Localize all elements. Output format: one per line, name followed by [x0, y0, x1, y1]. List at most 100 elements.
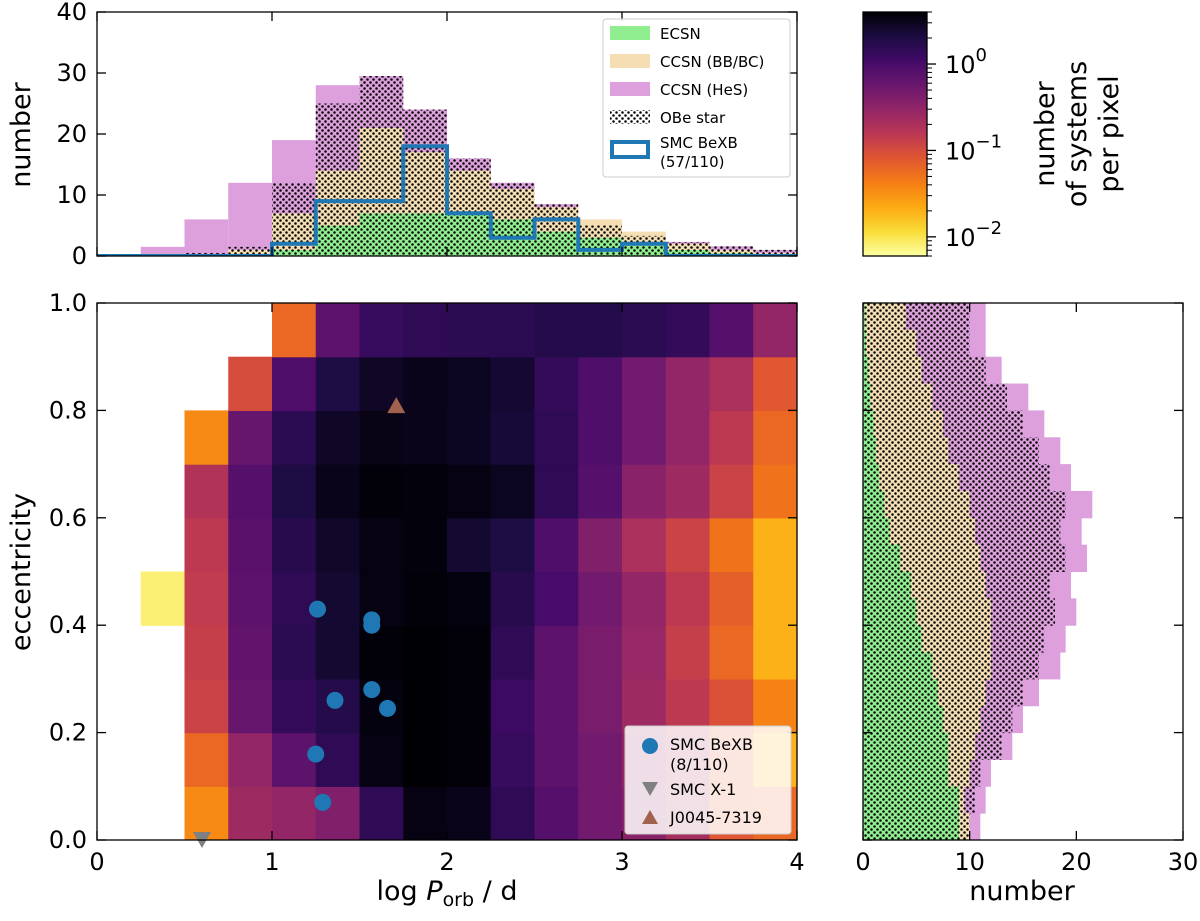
heat-cell-r3-c10: [534, 625, 579, 680]
heat-cell-r9-c16: [797, 303, 841, 357]
heat-cell-r3-c7: [403, 625, 448, 680]
heat-cell-r0-c16: [797, 786, 841, 840]
heat-cell-r8-c14: [709, 356, 754, 411]
heat-cell-r5-c9: [490, 517, 536, 573]
heat-cell-r7-c15: [753, 410, 797, 465]
right-bar-obe-2: [863, 759, 981, 787]
heat-cell-r6-c10: [534, 464, 579, 519]
heat-cell-r0-c11: [578, 786, 623, 840]
heat-cell-r6-c3: [228, 464, 273, 519]
heat-cell-r7-c16: [797, 410, 841, 464]
heat-cell-r4-c5: [315, 571, 361, 626]
heat-cell-r0-c3: [228, 786, 273, 840]
legend-marker-smc-x1: [642, 782, 658, 796]
right-y-ticks: [863, 302, 1183, 841]
heat-cell-r4-c15: [753, 571, 797, 626]
heat-cell-r9-c14: [709, 303, 754, 358]
heat-cell-r10-c12: [622, 303, 667, 304]
legend-label-obe: OBe star: [660, 109, 726, 127]
heat-cell-r2-c7: [403, 678, 448, 734]
heat-cell-r9-c7: [403, 303, 448, 358]
top-y-ticks: 0 10 20 30 40: [56, 0, 797, 270]
top-bar-ccsn-hes-2: [184, 219, 229, 256]
heat-cell-r5-c7: [403, 517, 448, 573]
heat-cell-r8-c8: [447, 356, 492, 411]
xlabel-subscript: orb: [443, 889, 475, 911]
colorbar-gradient: [863, 12, 927, 256]
cb-tick-base-2: 10: [945, 224, 976, 252]
top-bar-obe-8: [447, 158, 491, 256]
cb-tick-exp-0: 0: [976, 45, 987, 66]
top-bar-obe-15: [753, 249, 797, 256]
heat-cell-r5-c15: [753, 517, 797, 573]
right-bar-obe-13: [863, 464, 1050, 492]
heat-cell-r6-c13: [665, 464, 711, 519]
heat-cell-r2-c9: [490, 678, 536, 734]
heat-cell-r0-c4: [272, 786, 317, 840]
heat-cell-r6-c11: [578, 464, 623, 519]
right-histogram-panel: 0 10 20 30 number: [855, 302, 1198, 907]
heat-cell-r8-c13: [665, 356, 711, 411]
heat-cell-r3-c8: [447, 625, 492, 680]
right-bar-obe-11: [863, 517, 1061, 546]
cb-tick-base-0: 10: [945, 51, 976, 79]
right-bar-obe-7: [863, 625, 1045, 653]
legend-label-bexb-line2: (57/110): [660, 153, 724, 171]
cb-tick-label-2: 10−2: [945, 218, 1002, 252]
heat-cell-r9-c4: [272, 303, 317, 358]
main-x-axis-label: log Porb / d: [377, 876, 518, 911]
heat-cell-r9-c6: [359, 303, 404, 358]
heat-cell-r9-c13: [665, 303, 711, 358]
heat-cell-r5-c8: [447, 517, 492, 573]
main-ytick-label-2: 0.4: [49, 611, 87, 639]
heat-cell-r2-c2: [184, 678, 229, 734]
top-ytick-label-0: 0: [72, 242, 87, 270]
heat-cell-r10-c11: [578, 303, 623, 304]
heat-cell-r1-c11: [578, 732, 623, 787]
heat-cell-r4-c1: [140, 571, 186, 626]
heat-cell-r5-c4: [272, 517, 317, 573]
right-xtick-label-0: 0: [855, 848, 870, 876]
heat-cell-r7-c8: [447, 410, 492, 465]
colorbar-frame: [862, 11, 928, 257]
right-bar-obe-12: [863, 490, 1066, 519]
top-ytick-label-2: 20: [56, 120, 87, 148]
main-ytick-label-1: 0.2: [49, 719, 87, 747]
heat-cell-r6-c9: [490, 464, 536, 519]
legend-swatch-ecsn: [610, 26, 650, 40]
bexb-point-7: [314, 793, 332, 811]
right-bar-obe-17: [863, 356, 986, 385]
legend-point-j0045: J0045-7319: [669, 808, 762, 827]
heat-cell-r8-c5: [315, 356, 361, 411]
main-y-axis-label: eccentricity: [6, 493, 37, 651]
right-bar-obe-5: [863, 678, 1023, 707]
top-bar-obe-13: [665, 241, 710, 256]
heat-cell-r8-c16: [797, 357, 841, 411]
heat-cell-r8-c7: [403, 356, 448, 411]
heat-cell-r9-c11: [578, 303, 623, 358]
heat-cell-r5-c12: [622, 517, 667, 573]
heat-cell-r9-c5: [315, 303, 361, 358]
heat-cell-r7-c6: [359, 410, 404, 465]
right-bar-obe-10: [863, 544, 1066, 572]
top-bar-obe-12: [622, 235, 666, 256]
heat-cell-r8-c15: [753, 356, 797, 411]
heatmap-cells: [140, 303, 841, 840]
legend-swatch-ccsn-hes: [610, 82, 650, 96]
heat-cell-r4-c2: [184, 571, 229, 626]
bexb-point-5: [379, 699, 396, 717]
observed-points: [193, 397, 406, 848]
heat-cell-r10-c7: [403, 303, 448, 304]
heat-cell-r2-c12: [622, 678, 667, 734]
right-bar-obe-14: [863, 437, 1039, 465]
right-bar-obe-3: [863, 732, 1002, 760]
heat-cell-r9-c15: [753, 303, 797, 358]
heat-cell-r7-c9: [490, 410, 536, 465]
top-bar-obe-14: [709, 246, 754, 256]
legend-point-bexb-line1: SMC BeXB: [670, 735, 753, 754]
heat-cell-r7-c5: [315, 410, 361, 465]
heat-cell-r6-c15: [753, 464, 797, 519]
heat-cell-r10-c10: [534, 303, 579, 304]
top-y-axis-label: number: [6, 81, 37, 187]
heat-cell-r6-c4: [272, 464, 317, 519]
